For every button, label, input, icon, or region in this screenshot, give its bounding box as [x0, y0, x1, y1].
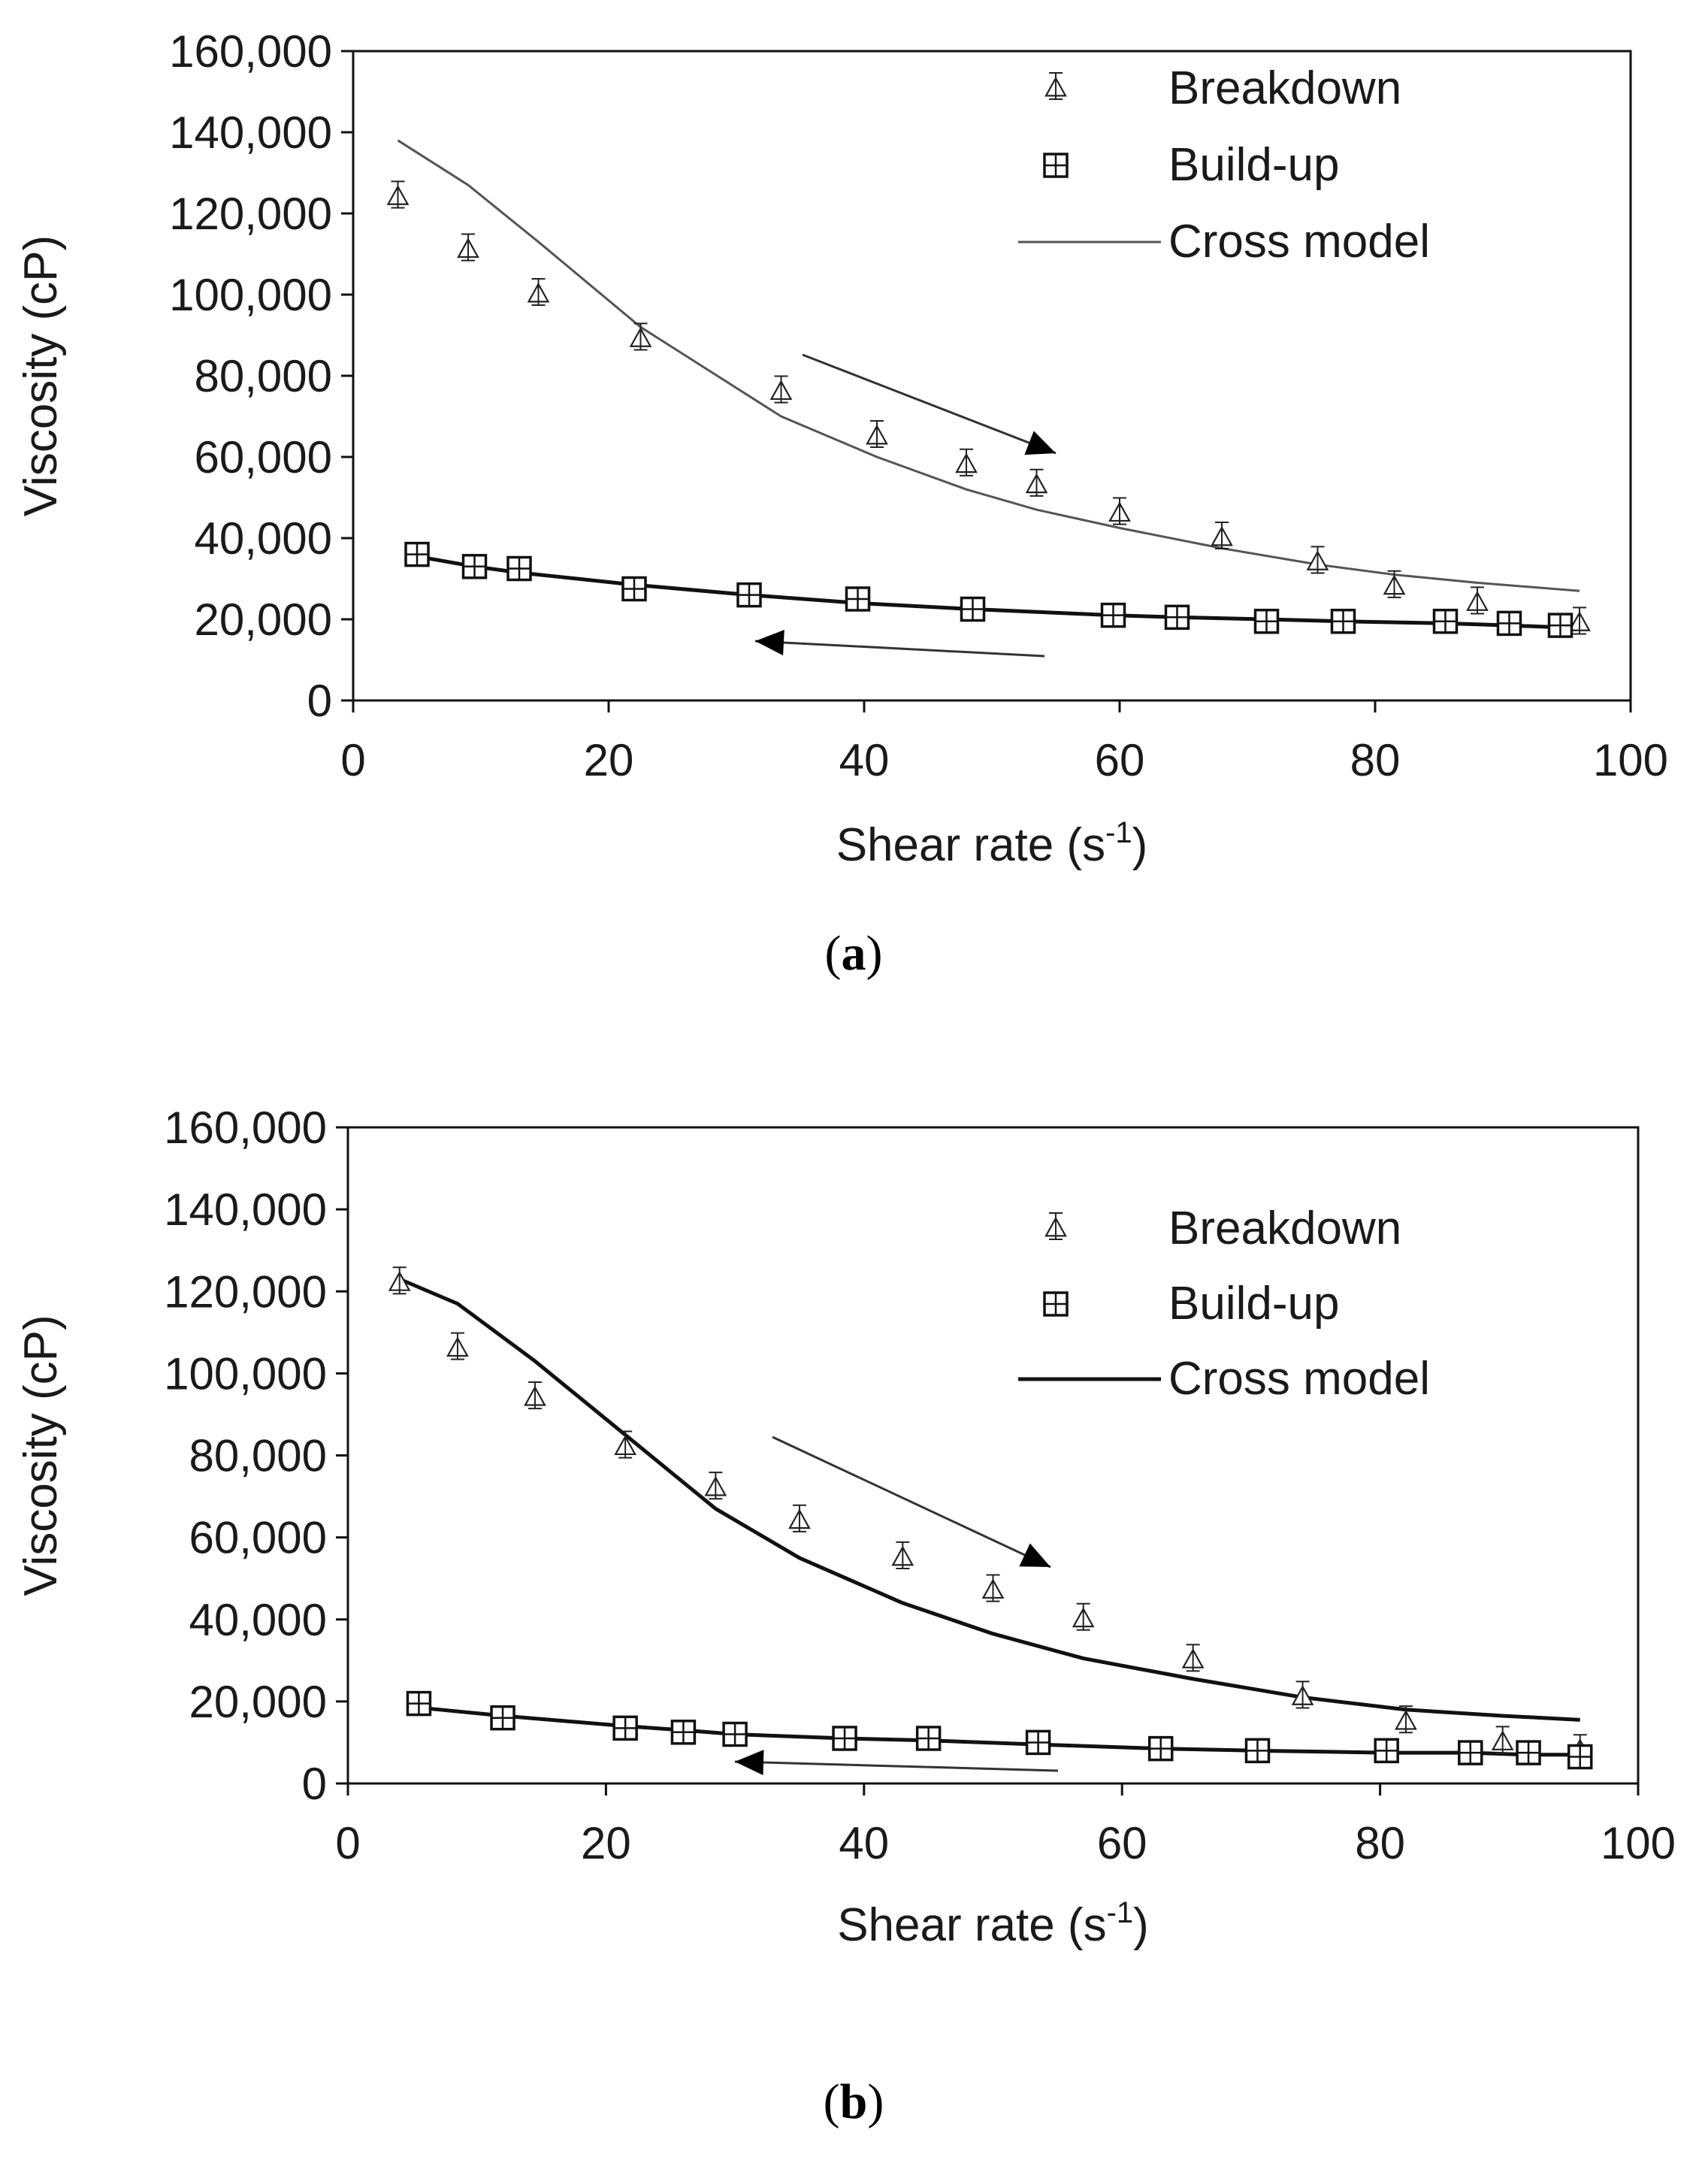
- cross-model-line: [397, 139, 1580, 592]
- y-tick-label: 140,000: [169, 107, 332, 158]
- x-axis-label-close: ): [1133, 1899, 1149, 1951]
- chart-a: 0 20,000 40,000 60,000 80,000 100,000 120,000 1…: [15, 26, 1668, 981]
- legend-cross-model-label: Cross model: [1168, 1353, 1430, 1405]
- caption-close: ): [866, 926, 883, 981]
- x-tick-label: 20: [584, 735, 634, 785]
- chart-b: 0 20,000 40,000 60,000 80,000 100,000 120,000 1…: [15, 1103, 1676, 2129]
- y-tick-label: 120,000: [164, 1266, 327, 1317]
- panel-caption: (b): [824, 2074, 884, 2129]
- y-tick-label: 0: [307, 676, 332, 726]
- x-axis-label-superscript: -1: [1107, 1896, 1134, 1929]
- x-tick-label: 80: [1350, 735, 1401, 785]
- x-axis-label-close: ): [1132, 819, 1148, 871]
- buildup-direction-arrow: [734, 1760, 1059, 1772]
- y-tick-label: 60,000: [194, 432, 332, 483]
- breakdown-direction-arrow-head: [1019, 1543, 1050, 1567]
- y-tick-label: 40,000: [194, 513, 332, 564]
- buildup-direction-arrow-head: [755, 629, 784, 655]
- cross-model-line: [398, 1277, 1580, 1722]
- y-tick-label: 80,000: [189, 1431, 327, 1481]
- x-tick-label: 0: [340, 735, 365, 785]
- y-tick-label: 120,000: [169, 189, 332, 239]
- caption-close: ): [867, 2074, 884, 2129]
- x-tick-label: 40: [839, 735, 890, 785]
- y-axis-label: Viscosity (cP): [15, 235, 67, 516]
- x-tick-label: 20: [581, 1818, 631, 1868]
- y-tick-label: 160,000: [169, 26, 332, 77]
- buildup-direction-arrow: [754, 640, 1045, 658]
- legend: Breakdown Build-up Cross model: [1018, 62, 1430, 268]
- y-tick-label: 140,000: [164, 1184, 327, 1235]
- x-tick-label: 60: [1097, 1818, 1147, 1868]
- x-tick-label: 0: [335, 1818, 360, 1868]
- y-tick-label: 100,000: [169, 270, 332, 320]
- y-tick-label: 20,000: [194, 594, 332, 645]
- legend: Breakdown Build-up Cross model: [1018, 1203, 1430, 1405]
- x-axis-label: Shear rate (s-1): [837, 1896, 1149, 1951]
- breakdown-direction-arrow: [772, 1435, 1051, 1569]
- plot-area-frame: [352, 50, 1632, 702]
- breakdown-direction-arrow: [802, 353, 1057, 455]
- buildup-fit-line: [416, 554, 1561, 630]
- x-axis-label: Shear rate (s-1): [836, 816, 1148, 871]
- legend-buildup-label: Build-up: [1168, 1278, 1339, 1330]
- caption-open: (: [825, 926, 842, 981]
- caption-letter: a: [842, 926, 866, 981]
- x-tick-label: 60: [1095, 735, 1145, 785]
- x-tick-label: 40: [839, 1818, 889, 1868]
- panel-caption: (a): [825, 926, 883, 981]
- y-tick-label: 100,000: [164, 1348, 327, 1399]
- buildup-direction-arrow-head: [735, 1750, 764, 1776]
- y-tick-label: 40,000: [189, 1595, 327, 1645]
- x-tick-label: 100: [1601, 1818, 1676, 1868]
- x-axis-label-text: Shear rate (s: [836, 819, 1105, 871]
- breakdown-direction-arrow-head: [1024, 431, 1056, 455]
- x-axis-label-text: Shear rate (s: [837, 1899, 1106, 1951]
- caption-open: (: [824, 2074, 840, 2129]
- x-tick-label: 80: [1355, 1818, 1405, 1868]
- caption-letter: b: [840, 2074, 868, 2129]
- plot-area-frame: [346, 1126, 1640, 1785]
- y-tick-label: 60,000: [189, 1513, 327, 1563]
- y-tick-label: 0: [302, 1759, 327, 1809]
- y-tick-label: 20,000: [189, 1677, 327, 1727]
- legend-breakdown-label: Breakdown: [1168, 62, 1401, 114]
- y-axis-label: Viscosity (cP): [15, 1314, 67, 1596]
- x-axis-label-superscript: -1: [1105, 816, 1132, 849]
- legend-cross-model-label: Cross model: [1168, 216, 1430, 268]
- y-tick-label: 80,000: [194, 351, 332, 401]
- y-tick-label: 160,000: [164, 1103, 327, 1153]
- x-tick-label: 100: [1593, 735, 1668, 785]
- legend-buildup-label: Build-up: [1168, 139, 1339, 191]
- legend-breakdown-label: Breakdown: [1168, 1203, 1401, 1254]
